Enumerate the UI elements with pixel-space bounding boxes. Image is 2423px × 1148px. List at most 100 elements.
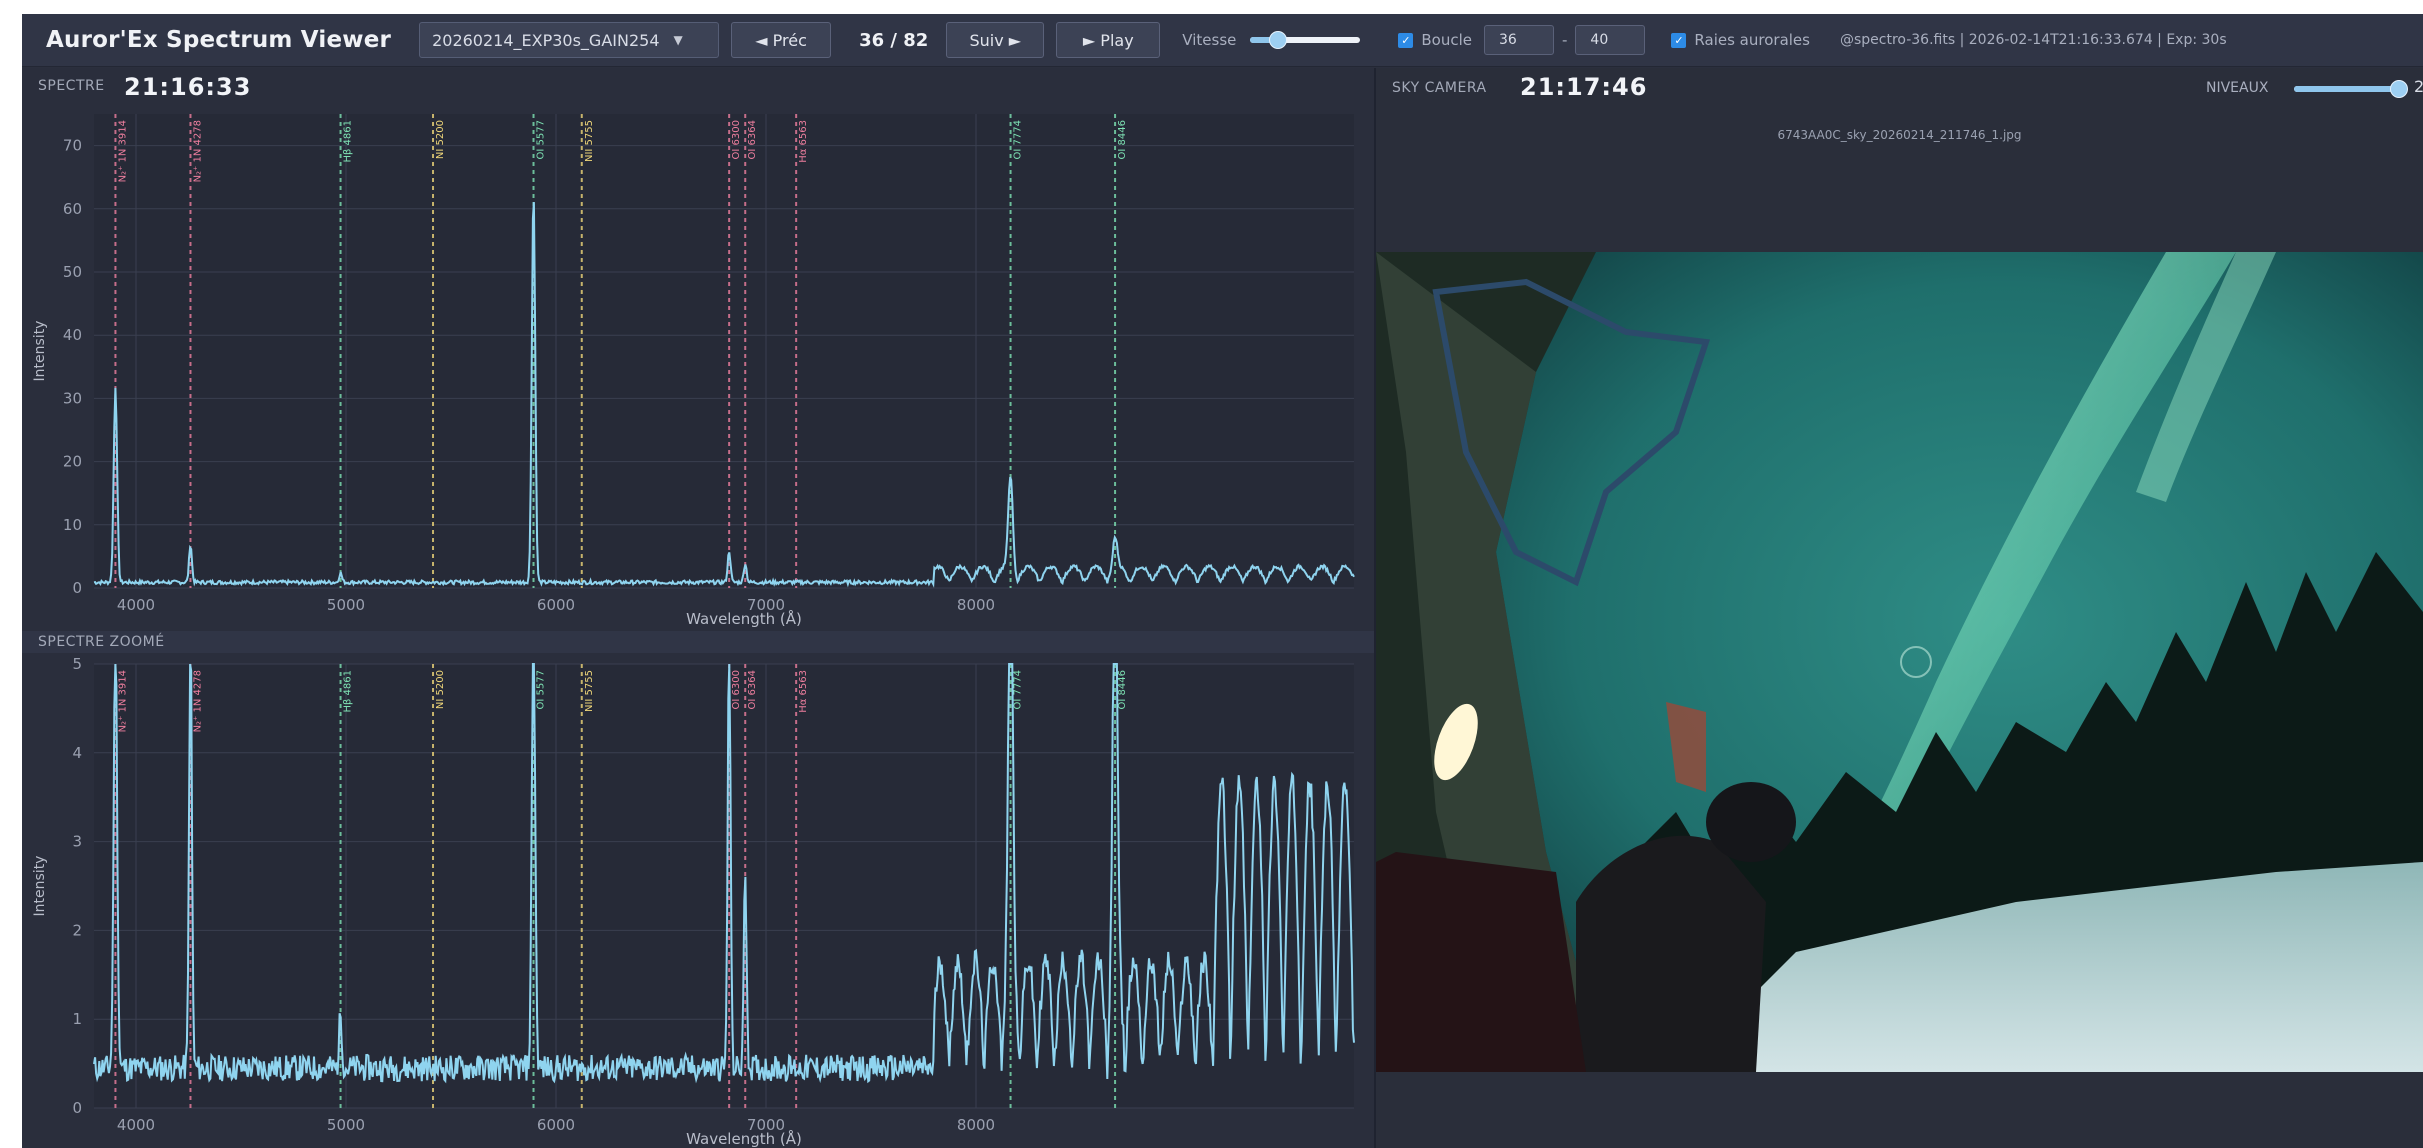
y-tick-label: 2	[72, 921, 82, 939]
spectre-zoom-title: SPECTRE ZOOMÉ	[38, 634, 165, 650]
auroral-lines-label: Raies aurorales	[1694, 31, 1810, 49]
spectrum-panel: SPECTRE 21:16:33 0 10 20 30 40 50 60 70 4000 5000…	[22, 68, 1374, 1148]
y-tick-label: 4	[72, 744, 82, 762]
y-axis-label: Intensity	[32, 321, 48, 382]
y-tick-label: 3	[72, 833, 82, 851]
person-head	[1706, 782, 1796, 862]
foreground-object	[1376, 852, 1586, 1072]
chevron-down-icon: ▼	[673, 33, 683, 47]
person-silhouette	[1576, 835, 1766, 1072]
snow-ground	[1676, 862, 2423, 1072]
y-tick-label: 70	[63, 137, 82, 155]
lamp-light	[1434, 703, 1478, 781]
auroral-line-label: Hα 6563	[798, 120, 809, 163]
spectrum-series	[93, 663, 1355, 1084]
auroral-line-label: OI 7774	[1013, 670, 1024, 709]
loop-to-input[interactable]: 40	[1575, 25, 1646, 55]
app-window: Auror'Ex Spectrum Viewer 20260214_EXP30s…	[22, 14, 2423, 1148]
y-tick-label: 60	[63, 200, 82, 218]
frame-counter: 36 / 82	[859, 29, 929, 51]
x-tick-label: 4000	[117, 1116, 155, 1134]
aurora-ray	[2136, 252, 2276, 502]
auroral-line-label: OI 8446	[1117, 670, 1128, 709]
spectre-time: 21:16:33	[124, 73, 252, 101]
loop-checkbox[interactable]: ✓	[1398, 32, 1414, 48]
y-tick-label: 40	[63, 326, 82, 344]
cabin-wall	[1666, 702, 1706, 792]
x-tick-label: 6000	[537, 1116, 575, 1134]
spectre-zoom-chart: 0 1 2 3 4 5 4000 5000 6000 7000 8000 Wavelength (Å)…	[32, 655, 1355, 1148]
levels-label: NIVEAUX	[2206, 80, 2269, 96]
plot-area	[94, 114, 1354, 588]
auroral-line-label: NII 5755	[584, 670, 595, 712]
auroral-line-label: OI 6364	[747, 670, 758, 709]
file-select-value: 20260214_EXP30s_GAIN254	[432, 30, 660, 50]
y-tick-label: 5	[72, 655, 82, 673]
aurora-band	[1856, 252, 2236, 862]
next-button[interactable]: Suiv ►	[946, 22, 1045, 58]
auroral-line-label: OI 6300	[731, 120, 742, 159]
spectre-chart: 0 10 20 30 40 50 60 70 4000 5000 6000 7000 8000 Wavel…	[32, 114, 1355, 628]
auroral-line-label: Hβ 4861	[343, 120, 354, 163]
toolbar: Auror'Ex Spectrum Viewer 20260214_EXP30s…	[22, 14, 2423, 67]
auroral-line-label: NI 5200	[435, 670, 446, 709]
auroral-line-label: N₂⁺ 1N 3914	[117, 120, 128, 182]
auroral-line-label: OI 6364	[747, 120, 758, 159]
wall-highlight	[1376, 252, 1606, 1072]
panel-divider[interactable]	[1374, 68, 1376, 1148]
play-button[interactable]: ► Play	[1056, 22, 1161, 58]
auroral-line-label: N₂⁺ 1N 4278	[192, 120, 203, 182]
spectrum-series	[93, 202, 1355, 588]
loop-from-input[interactable]: 36	[1484, 25, 1554, 55]
spectre-title: SPECTRE	[38, 78, 105, 94]
x-tick-label: 4000	[117, 596, 155, 614]
auroral-line-label: NII 5755	[584, 120, 595, 162]
dome-frame	[1432, 278, 1711, 587]
loop-label: Boucle	[1421, 31, 1472, 49]
x-axis-label: Wavelength (Å)	[686, 609, 802, 628]
zoom-header: SPECTRE ZOOMÉ	[22, 631, 1374, 653]
x-axis-label: Wavelength (Å)	[686, 1129, 802, 1148]
y-tick-label: 10	[63, 516, 82, 534]
levels-value: 22	[2414, 77, 2423, 96]
sky-camera-image	[1376, 252, 2423, 1072]
sky-title: SKY CAMERA	[1392, 80, 1487, 96]
target-marker[interactable]	[1900, 646, 1932, 678]
sky-camera-svg	[1376, 252, 2423, 1072]
sky-time: 21:17:46	[1520, 73, 1648, 101]
x-tick-label: 5000	[327, 1116, 365, 1134]
app-title: Auror'Ex Spectrum Viewer	[46, 27, 392, 53]
auroral-lines-checkbox[interactable]: ✓	[1671, 32, 1687, 48]
auroral-line-label: OI 7774	[1013, 120, 1024, 159]
speed-label: Vitesse	[1182, 31, 1237, 49]
auroral-line-label: OI 8446	[1117, 120, 1128, 159]
auroral-line-label: NI 5200	[435, 120, 446, 159]
file-select[interactable]: 20260214_EXP30s_GAIN254 ▼	[419, 22, 720, 58]
sky-camera-panel: SKY CAMERA 21:17:46 NIVEAUX 22 6743AA0C_…	[1376, 68, 2423, 1148]
y-tick-label: 20	[63, 453, 82, 471]
y-tick-label: 30	[63, 389, 82, 407]
x-tick-label: 5000	[327, 596, 365, 614]
levels-slider-thumb[interactable]	[2390, 80, 2408, 98]
levels-slider[interactable]	[2294, 71, 2408, 107]
file-info: @spectro-36.fits | 2026-02-14T21:16:33.6…	[1839, 32, 2227, 48]
x-tick-label: 6000	[537, 596, 575, 614]
auroral-line-label: OI 5577	[536, 670, 547, 709]
speed-slider-thumb[interactable]	[1269, 31, 1288, 49]
y-tick-label: 1	[72, 1010, 82, 1028]
loop-separator: -	[1562, 31, 1568, 49]
y-tick-label: 0	[72, 579, 82, 597]
auroral-line-label: OI 6300	[731, 670, 742, 709]
auroral-line-label: Hα 6563	[798, 670, 809, 713]
auroral-line-label: Hβ 4861	[343, 670, 354, 713]
auroral-line-label: OI 5577	[536, 120, 547, 159]
speed-slider[interactable]	[1250, 22, 1361, 58]
sky-filename: 6743AA0C_sky_20260214_211746_1.jpg	[1777, 128, 2022, 142]
prev-button[interactable]: ◄ Préc	[731, 22, 832, 58]
plot-area	[94, 664, 1354, 1108]
x-tick-label: 8000	[957, 1116, 995, 1134]
y-tick-label: 50	[63, 263, 82, 281]
auroral-line-label: N₂⁺ 1N 4278	[192, 670, 203, 732]
y-tick-label: 0	[72, 1099, 82, 1117]
x-tick-label: 7000	[747, 1116, 785, 1134]
